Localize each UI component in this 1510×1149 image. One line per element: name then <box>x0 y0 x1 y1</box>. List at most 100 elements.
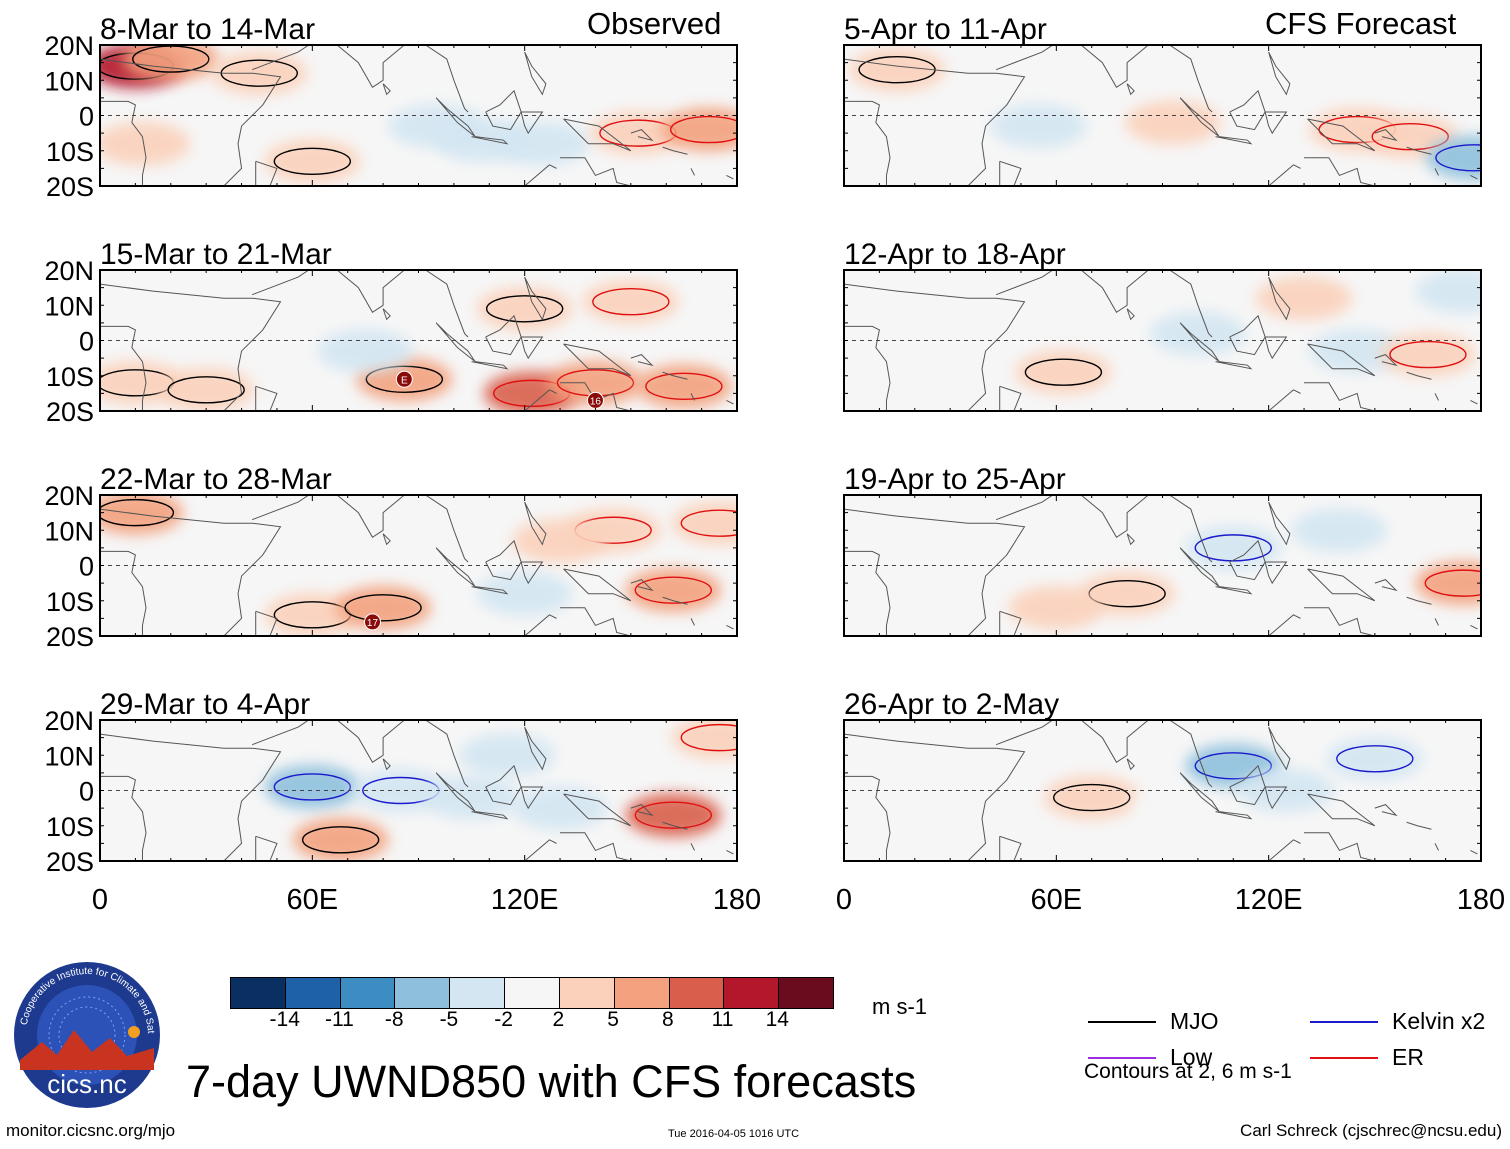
coastline <box>524 726 547 771</box>
colorbar-tick-label: -14 <box>269 1008 300 1031</box>
coastline <box>100 508 282 636</box>
coastline <box>471 361 509 370</box>
coastline <box>726 849 734 855</box>
coastline <box>563 793 632 827</box>
y-tick-label: 10N <box>44 741 94 771</box>
contour-line <box>365 365 444 393</box>
coastline <box>435 322 476 363</box>
colorbar-swatch <box>668 978 724 1008</box>
panel-period: 8-Mar to 14-Mar <box>100 13 315 46</box>
coastline <box>520 336 544 360</box>
colorbar-swatch <box>394 978 450 1008</box>
coastline <box>563 343 632 377</box>
anomaly-blob <box>671 720 737 760</box>
anomaly-blob <box>1415 270 1481 314</box>
coastline <box>1470 399 1478 405</box>
coastline <box>662 146 688 155</box>
coastline <box>1268 276 1291 321</box>
contour-line <box>100 498 175 527</box>
footer-url[interactable]: monitor.cicsnc.org/mjo <box>6 1121 176 1140</box>
coastline <box>1304 832 1375 861</box>
coastline <box>630 354 654 367</box>
units-label: m s-1 <box>872 994 927 1019</box>
coastline <box>100 58 282 186</box>
panel-period: 29-Mar to 4-Apr <box>100 688 310 721</box>
panel-period: 12-Apr to 18-Apr <box>844 238 1066 271</box>
coastline <box>560 157 631 186</box>
storm-marker <box>395 370 413 388</box>
y-tick-label: 0 <box>79 777 94 807</box>
coastline <box>425 270 469 338</box>
map-panel: 12-Apr to 18-Apr <box>843 238 1482 412</box>
coastline <box>425 45 469 113</box>
colorbar-tick-label: -11 <box>325 1008 354 1031</box>
colorbar-swatch <box>723 978 779 1008</box>
coastline <box>1268 389 1301 411</box>
y-tick-label: 20N <box>44 481 94 511</box>
colorbar-swatch <box>504 978 559 1008</box>
coastline <box>726 174 734 180</box>
anomaly-blob <box>1132 786 1229 831</box>
coastline <box>1268 501 1291 546</box>
anomaly-blob <box>1015 350 1112 395</box>
coastline <box>524 276 547 321</box>
coastline <box>435 547 476 588</box>
coastline <box>1126 758 1135 771</box>
coastline <box>1470 174 1478 180</box>
coastline <box>995 720 1054 746</box>
storm-label: 16 <box>590 396 602 407</box>
y-tick-label: 10N <box>44 291 94 321</box>
contour-note: Contours at 2, 6 m s-1 <box>1084 1060 1292 1083</box>
coastline <box>560 607 631 636</box>
footer-timestamp: Tue 2016-04-05 1016 UTC <box>668 1128 800 1140</box>
coastline <box>382 83 391 96</box>
coastline <box>630 579 654 592</box>
coastline <box>1304 382 1375 411</box>
coastline <box>1307 343 1376 377</box>
y-tick-label: 10S <box>46 137 94 167</box>
y-tick-label: 20S <box>46 172 94 202</box>
coastline <box>1264 336 1288 360</box>
panel-period: 19-Apr to 25-Apr <box>844 463 1066 496</box>
y-tick-label: 0 <box>79 102 94 132</box>
contour-line <box>645 372 723 401</box>
colorbar-tick-label: 5 <box>607 1008 619 1031</box>
anomaly-blob <box>122 45 219 82</box>
x-tick-label: 120E <box>1235 884 1303 916</box>
panel-period: 15-Mar to 21-Mar <box>100 238 332 271</box>
cicsnc-logo: Cooperative Institute for Climate and Sa… <box>12 960 160 1108</box>
y-tick-label: 10N <box>44 66 94 96</box>
y-tick-label: 10N <box>44 516 94 546</box>
contour-line <box>344 594 422 622</box>
contour-line <box>273 147 352 176</box>
coastline <box>1374 804 1398 817</box>
colorbar-tick-label: 14 <box>765 1008 789 1031</box>
coastline <box>999 160 1022 186</box>
anomaly-blob <box>1326 736 1423 781</box>
coastline <box>690 168 695 176</box>
y-tick-label: 20S <box>46 847 94 877</box>
contour-line <box>1371 122 1449 151</box>
coastline <box>560 382 631 411</box>
contour-line <box>1053 783 1131 812</box>
y-tick-label: 0 <box>79 327 94 357</box>
anomaly-blob <box>1425 135 1481 180</box>
colorbar-tick-label: -5 <box>439 1008 459 1031</box>
coastline <box>1268 726 1291 771</box>
coastline <box>1307 793 1376 827</box>
coastline <box>844 550 891 636</box>
coastline <box>471 586 509 595</box>
y-tick-label: 0 <box>79 552 94 582</box>
anomaly-blob <box>476 286 573 331</box>
coastline <box>844 283 1026 411</box>
coastline <box>1179 97 1220 138</box>
y-tick-label: 20N <box>44 256 94 286</box>
anomaly-blob <box>849 47 946 92</box>
coastline <box>251 495 310 521</box>
coastline <box>1126 83 1135 96</box>
